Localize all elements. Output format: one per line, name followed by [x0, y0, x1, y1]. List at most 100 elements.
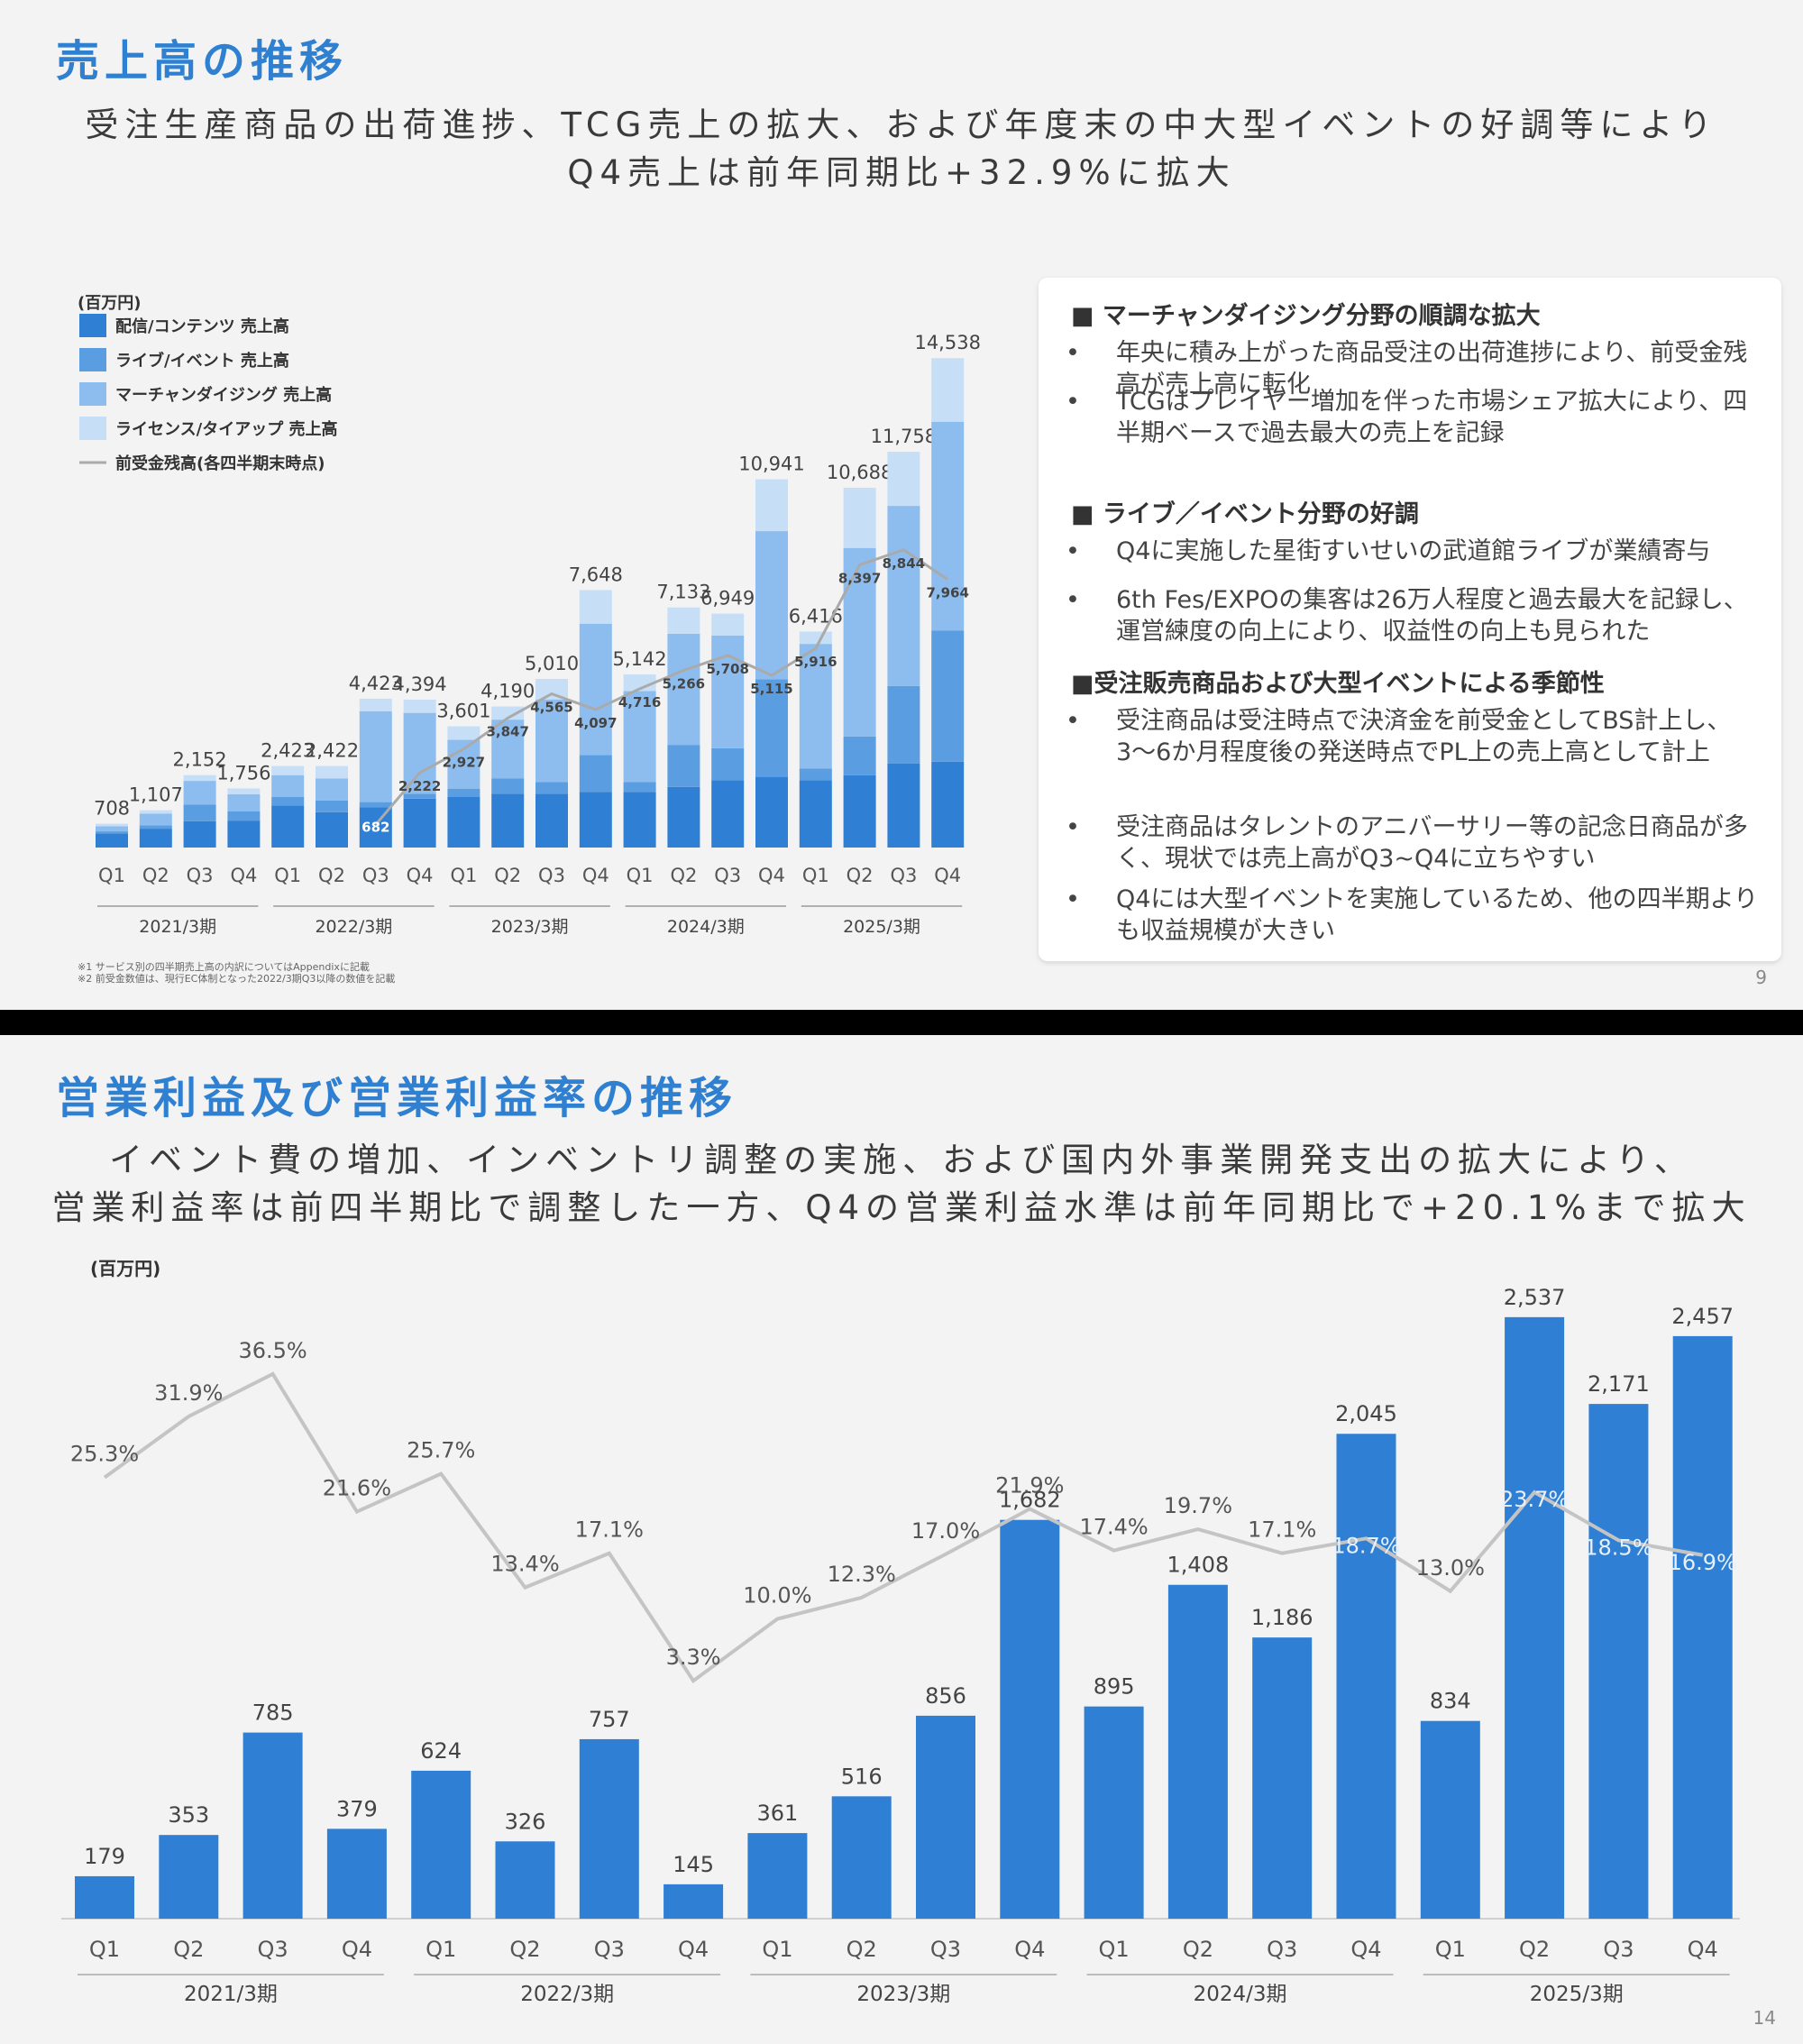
- legend-swatch: [79, 417, 106, 440]
- advance-label: 682: [362, 820, 389, 836]
- quarter-tick: Q1: [274, 865, 301, 886]
- bar-segment: [271, 765, 305, 775]
- bar-segment: [755, 776, 788, 848]
- bullet-item: • 受注商品は受注時点で決済金を前受金としてBS計上し、3〜6か月程度後の発送時点…: [1066, 705, 1769, 768]
- bullet-text: 受注商品は受注時点で決済金を前受金としてBS計上し、3〜6か月程度後の発送時点で…: [1116, 707, 1732, 766]
- quarter-tick: Q3: [890, 865, 917, 886]
- margin-label: 19.7%: [1164, 1493, 1232, 1518]
- x-axis: Q1 Q2 Q3 Q4 Q1 Q2 Q3 Q4 Q1 Q2 Q3 Q4 Q1 Q2 Q3 Q4 Q1 Q2 Q3 Q4…: [78, 1937, 1730, 2006]
- bar-segment: [843, 547, 876, 737]
- fiscal-year-label: 2022/3期: [315, 917, 392, 937]
- total-label: 10,941: [738, 454, 804, 475]
- bar: [1505, 1316, 1565, 1919]
- total-label: 3,601: [436, 701, 490, 722]
- quarter-tick: Q4: [758, 865, 785, 886]
- total-label: 2,152: [173, 749, 227, 771]
- bar-segment: [491, 793, 525, 848]
- quarter-tick: Q2: [670, 865, 697, 886]
- margin-label: 12.3%: [828, 1562, 896, 1587]
- quarter-tick: Q1: [98, 865, 125, 886]
- slide-title: 営業利益及び営業利益率の推移: [56, 1073, 738, 1123]
- slide-subtitle: イベント費の増加、インベントリ調整の実施、および国内外事業開発支出の拡大により、…: [0, 1136, 1803, 1232]
- quarter-tick: Q3: [594, 1937, 625, 1962]
- bar-segment: [359, 698, 392, 711]
- commentary-panel: ■ マーチャンダイジング分野の順調な拡大 • 年央に積み上がった商品受注の出荷進捗に…: [1039, 278, 1781, 961]
- fiscal-year-label: 2022/3期: [520, 1983, 614, 2006]
- advance-label: 2,222: [398, 778, 441, 794]
- value-label: 2,457: [1671, 1304, 1734, 1329]
- bar-segment: [667, 607, 700, 634]
- quarter-tick: Q1: [426, 1937, 456, 1962]
- page-number: 9: [1755, 967, 1767, 988]
- fiscal-year-label: 2021/3期: [139, 917, 216, 937]
- margin-label: 25.3%: [70, 1442, 139, 1467]
- quarter-tick: Q1: [802, 865, 829, 886]
- bar-segment: [316, 765, 348, 779]
- bar: [159, 1835, 219, 1919]
- slide-divider: [0, 1010, 1803, 1035]
- quarter-tick: Q3: [714, 865, 741, 886]
- value-label: 145: [673, 1852, 714, 1877]
- bar-segment: [227, 794, 261, 811]
- margin-label: 36.5%: [238, 1338, 307, 1363]
- bar-segment: [271, 805, 305, 848]
- quarter-tick: Q4: [342, 1937, 372, 1962]
- value-label: 361: [756, 1801, 798, 1826]
- bullet-text: TCGはプレイヤー増加を伴った市場シェア拡大により、四半期ベースで過去最大の売上…: [1116, 388, 1748, 447]
- footnotes: ※1 サービス別の四半期売上高の内訳についてはAppendixに記載 ※2 前受…: [78, 961, 395, 985]
- quarter-tick: Q2: [494, 865, 521, 886]
- bar-segment: [887, 506, 920, 686]
- bar-segment: [711, 747, 745, 781]
- total-label: 2,422: [305, 740, 359, 762]
- bullet-marker: •: [1066, 537, 1080, 565]
- total-label: 1,756: [216, 762, 270, 784]
- bar: [1420, 1720, 1480, 1919]
- bar-segment: [96, 831, 128, 834]
- margin-label: 21.9%: [995, 1473, 1064, 1499]
- quarter-tick: Q4: [1014, 1937, 1045, 1962]
- bullet-marker: •: [1066, 586, 1080, 614]
- bullet-item: • 年央に積み上がった商品受注の出荷進捗により、前受金残高が売上高に転化: [1066, 337, 1769, 400]
- bullet-marker: •: [1066, 813, 1080, 841]
- margin-label: 16.9%: [1669, 1550, 1737, 1575]
- bar: [411, 1770, 471, 1919]
- quarter-tick: Q4: [230, 865, 257, 886]
- advance-label: 4,097: [574, 715, 617, 731]
- advance-label: 2,927: [443, 755, 485, 771]
- quarter-tick: Q1: [1435, 1937, 1466, 1962]
- total-label: 7,133: [656, 582, 710, 603]
- margin-label: 17.1%: [575, 1517, 644, 1543]
- quarter-tick: Q3: [258, 1937, 288, 1962]
- bar-segment: [887, 763, 920, 848]
- value-label: 326: [505, 1809, 546, 1834]
- bar: [326, 1829, 387, 1919]
- quarter-tick: Q3: [1603, 1937, 1634, 1962]
- footnote-1: ※1 サービス別の四半期売上高の内訳についてはAppendixに記載: [78, 961, 370, 973]
- bar: [916, 1715, 975, 1919]
- margin-line-group: 25.3% 31.9% 36.5% 21.6% 25.7% 13.4% 17.1% 3.3% 1…: [70, 1338, 1737, 1684]
- advance-label: 5,115: [750, 681, 792, 697]
- bar: [1252, 1637, 1313, 1919]
- bar-segment: [183, 820, 216, 848]
- bar-segment: [183, 775, 216, 782]
- slide-title: 売上高の推移: [56, 36, 349, 87]
- quarter-tick: Q4: [934, 865, 961, 886]
- value-label: 2,171: [1588, 1371, 1650, 1397]
- bar-segment: [359, 802, 392, 808]
- bar-segment: [755, 531, 788, 680]
- advance-label: 8,397: [838, 571, 881, 587]
- bar-segment: [623, 792, 656, 848]
- bar-segment: [623, 691, 656, 783]
- margin-label: 3.3%: [666, 1645, 721, 1670]
- bullet-marker: •: [1066, 707, 1080, 735]
- footnote-2: ※2 前受金数値は、現行EC体制となった2022/3期Q3以降の数値を記載: [78, 973, 396, 985]
- bar-segment: [579, 792, 612, 848]
- total-label: 708: [94, 798, 130, 820]
- bar-segment: [447, 788, 480, 797]
- total-label: 14,538: [914, 332, 980, 353]
- bar-segment: [316, 800, 348, 812]
- bar: [1336, 1434, 1396, 1919]
- quarter-tick: Q2: [1519, 1937, 1550, 1962]
- bar-segment: [183, 804, 216, 821]
- value-label: 1,186: [1251, 1605, 1313, 1630]
